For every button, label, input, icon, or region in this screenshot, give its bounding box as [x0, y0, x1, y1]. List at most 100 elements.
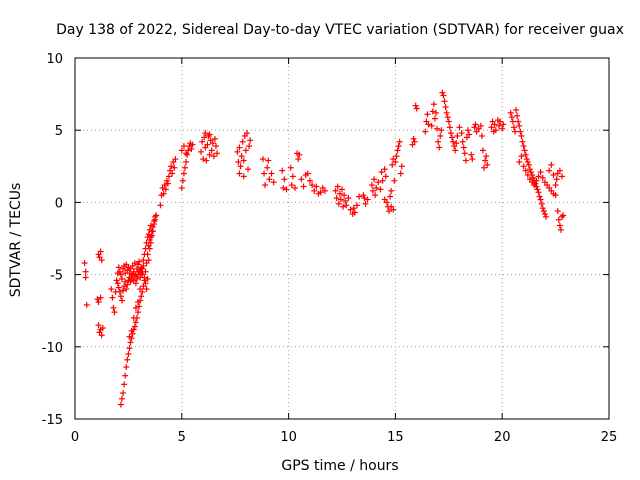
data-point — [413, 105, 420, 112]
data-point — [383, 199, 390, 206]
data-point — [142, 245, 149, 252]
data-point — [522, 151, 529, 158]
data-point — [240, 157, 247, 164]
data-point — [171, 164, 178, 171]
data-point — [410, 135, 417, 142]
data-point — [449, 134, 456, 141]
data-point — [164, 180, 171, 187]
data-point — [83, 301, 90, 308]
data-point — [361, 195, 368, 202]
data-point — [82, 274, 89, 281]
data-point — [456, 124, 463, 131]
data-point — [554, 208, 561, 215]
data-point — [382, 173, 389, 180]
data-point — [388, 187, 395, 194]
x-tick-label: 10 — [280, 430, 297, 445]
data-point — [520, 143, 527, 150]
data-point — [431, 115, 438, 122]
data-point — [555, 216, 562, 223]
data-point — [514, 112, 521, 119]
data-point — [151, 218, 158, 225]
data-point — [280, 184, 287, 191]
data-point — [118, 275, 125, 282]
x-tick-label: 5 — [178, 430, 186, 445]
data-point — [461, 150, 468, 157]
data-point — [95, 322, 102, 329]
data-point — [142, 268, 149, 275]
data-point — [132, 319, 139, 326]
data-point — [390, 206, 397, 213]
data-point — [168, 163, 175, 170]
data-point — [265, 157, 272, 164]
data-point — [518, 153, 525, 160]
data-point — [471, 124, 478, 131]
data-point — [110, 304, 117, 311]
data-point — [240, 173, 247, 180]
data-point — [477, 122, 484, 129]
data-point — [132, 304, 139, 311]
data-point — [304, 170, 311, 177]
data-point — [453, 140, 460, 147]
data-point — [139, 265, 146, 272]
y-tick-label: 5 — [55, 124, 63, 139]
data-point — [552, 192, 559, 199]
data-point — [345, 195, 352, 202]
data-point — [341, 192, 348, 199]
data-point — [428, 122, 435, 129]
data-point — [94, 296, 101, 303]
data-point — [381, 166, 388, 173]
data-point — [411, 138, 418, 145]
data-point — [237, 163, 244, 170]
data-point — [541, 210, 548, 217]
y-tick-label: -5 — [50, 269, 63, 284]
data-point — [362, 200, 369, 207]
data-point — [351, 209, 358, 216]
data-point — [130, 314, 137, 321]
data-point — [412, 102, 419, 109]
data-point — [528, 169, 535, 176]
data-point — [533, 177, 540, 184]
data-point — [336, 190, 343, 197]
data-point — [497, 118, 504, 125]
data-point — [342, 197, 349, 204]
data-point — [114, 280, 121, 287]
data-point — [512, 128, 519, 135]
data-point — [147, 234, 154, 241]
data-point — [540, 208, 547, 215]
data-point — [483, 153, 490, 160]
data-point — [144, 275, 151, 282]
data-point — [138, 270, 145, 277]
data-point — [424, 111, 431, 118]
data-point — [444, 114, 451, 121]
data-point — [394, 147, 401, 154]
plot-frame — [74, 57, 610, 420]
data-point — [160, 190, 167, 197]
data-point — [350, 205, 357, 212]
data-point — [117, 401, 124, 408]
data-point — [125, 351, 132, 358]
data-point — [513, 106, 520, 113]
data-point — [117, 293, 124, 300]
data-point — [144, 251, 151, 258]
data-point — [492, 127, 499, 134]
x-tick-label: 0 — [71, 430, 79, 445]
grid — [74, 57, 610, 420]
data-point — [397, 170, 404, 177]
chart-title: Day 138 of 2022, Sidereal Day-to-day VTE… — [56, 22, 624, 38]
data-point — [507, 109, 514, 116]
data-point — [460, 144, 467, 151]
data-point — [337, 196, 344, 203]
data-point — [292, 184, 299, 191]
data-point — [437, 132, 444, 139]
data-point — [391, 177, 398, 184]
data-point — [429, 108, 436, 115]
data-point — [161, 182, 168, 189]
data-point — [548, 161, 555, 168]
data-point — [283, 186, 290, 193]
data-point — [137, 274, 144, 281]
data-point — [539, 174, 546, 181]
data-point — [353, 202, 360, 209]
data-point — [311, 187, 318, 194]
data-point — [123, 364, 130, 371]
